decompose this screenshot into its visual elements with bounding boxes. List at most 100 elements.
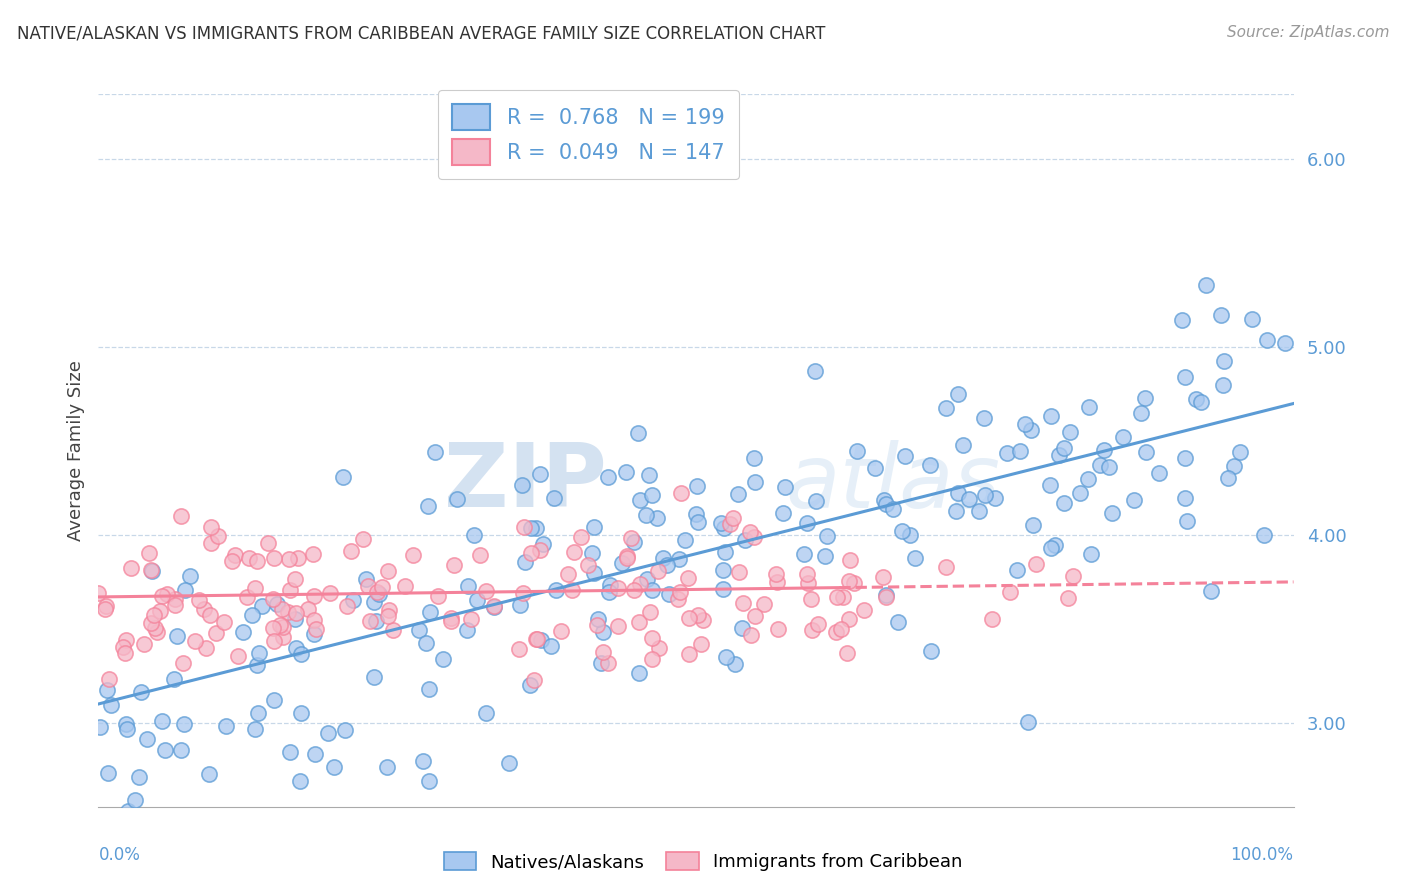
Point	[240, 608, 263, 623]
Point	[865, 461, 887, 475]
Point	[530, 633, 553, 648]
Point	[302, 547, 325, 561]
Point	[170, 743, 193, 757]
Point	[263, 550, 285, 565]
Point	[772, 506, 794, 520]
Point	[596, 469, 619, 483]
Point	[838, 574, 860, 589]
Point	[418, 500, 440, 514]
Point	[247, 646, 270, 660]
Point	[136, 731, 159, 746]
Point	[318, 726, 340, 740]
Text: 100.0%: 100.0%	[1230, 847, 1294, 864]
Point	[132, 637, 155, 651]
Point	[440, 610, 463, 624]
Point	[598, 585, 620, 599]
Point	[187, 593, 209, 607]
Point	[163, 598, 186, 612]
Point	[898, 528, 921, 542]
Y-axis label: Average Family Size: Average Family Size	[66, 360, 84, 541]
Point	[713, 521, 735, 535]
Point	[173, 583, 195, 598]
Point	[945, 504, 967, 518]
Point	[170, 508, 193, 523]
Point	[363, 670, 385, 684]
Point	[377, 564, 399, 578]
Point	[581, 546, 603, 560]
Point	[368, 586, 391, 600]
Point	[688, 608, 710, 623]
Point	[814, 549, 837, 563]
Point	[166, 629, 188, 643]
Point	[1053, 441, 1076, 455]
Point	[524, 521, 547, 535]
Point	[1022, 517, 1045, 532]
Point	[974, 488, 997, 502]
Point	[120, 560, 142, 574]
Point	[793, 548, 815, 562]
Point	[266, 597, 288, 611]
Point	[920, 458, 942, 472]
Point	[377, 609, 399, 624]
Point	[1130, 406, 1153, 420]
Point	[1122, 493, 1144, 508]
Point	[339, 544, 361, 558]
Point	[543, 491, 565, 505]
Legend: R =  0.768   N = 199, R =  0.049   N = 147: R = 0.768 N = 199, R = 0.049 N = 147	[437, 90, 740, 179]
Point	[205, 626, 228, 640]
Point	[366, 585, 388, 599]
Point	[1039, 409, 1062, 423]
Point	[150, 589, 173, 603]
Point	[1253, 528, 1275, 542]
Point	[544, 582, 567, 597]
Point	[197, 767, 219, 781]
Point	[246, 706, 269, 720]
Point	[515, 555, 537, 569]
Point	[718, 516, 741, 531]
Point	[224, 549, 246, 563]
Point	[651, 551, 673, 566]
Point	[1216, 471, 1239, 485]
Point	[371, 580, 394, 594]
Point	[920, 644, 942, 658]
Point	[139, 616, 162, 631]
Point	[342, 593, 364, 607]
Point	[1088, 458, 1111, 473]
Point	[271, 630, 294, 644]
Point	[215, 718, 238, 732]
Point	[627, 665, 650, 680]
Point	[1053, 496, 1076, 510]
Point	[304, 747, 326, 762]
Point	[946, 485, 969, 500]
Point	[221, 554, 243, 568]
Point	[302, 613, 325, 627]
Point	[678, 648, 700, 662]
Point	[163, 673, 186, 687]
Point	[179, 569, 201, 583]
Point	[1223, 459, 1246, 474]
Point	[446, 491, 468, 506]
Point	[607, 619, 630, 633]
Point	[627, 615, 650, 630]
Point	[235, 590, 257, 604]
Point	[366, 614, 388, 628]
Point	[638, 605, 661, 619]
Point	[592, 625, 614, 640]
Point	[245, 554, 267, 568]
Point	[838, 613, 860, 627]
Point	[87, 586, 110, 600]
Point	[484, 600, 506, 615]
Point	[149, 604, 172, 618]
Point	[246, 657, 269, 672]
Point	[263, 634, 285, 648]
Point	[742, 450, 765, 465]
Point	[198, 608, 221, 623]
Point	[460, 612, 482, 626]
Point	[529, 467, 551, 481]
Point	[658, 587, 681, 601]
Point	[193, 602, 215, 616]
Point	[357, 579, 380, 593]
Text: ZIP: ZIP	[443, 439, 606, 526]
Point	[647, 565, 669, 579]
Point	[100, 698, 122, 712]
